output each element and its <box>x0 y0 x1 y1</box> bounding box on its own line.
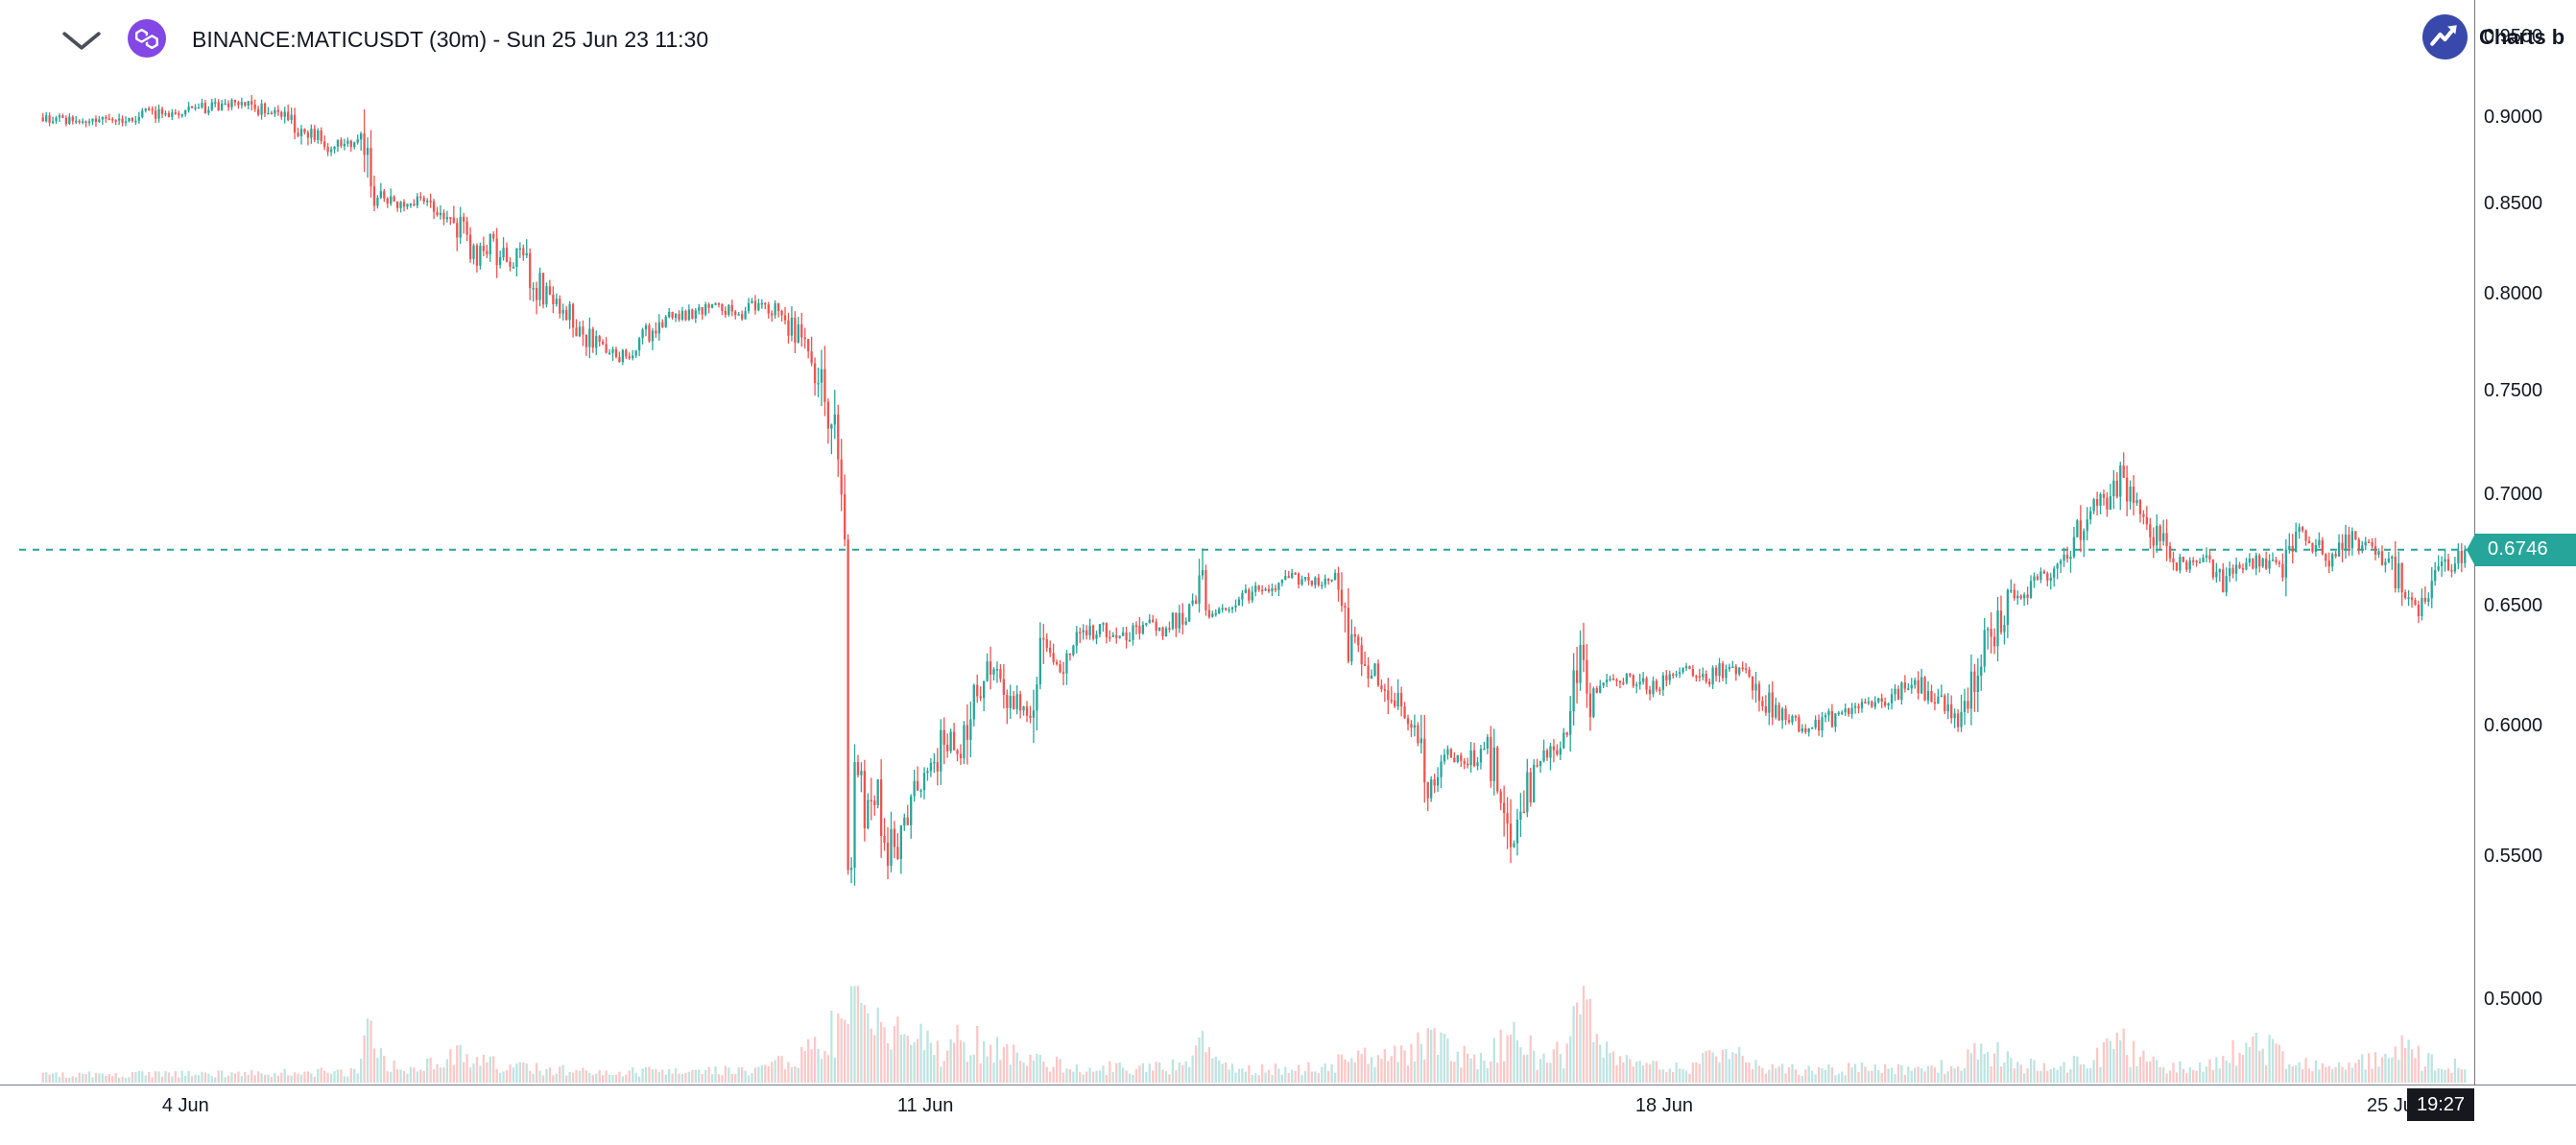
time-tick-label: 18 Jun <box>1634 1095 1693 1116</box>
last-price-value: 0.6746 <box>2488 538 2548 561</box>
polygon-matic-icon <box>128 19 166 58</box>
price-tick-label: 0.9000 <box>2484 107 2543 129</box>
chevron-down-icon[interactable] <box>61 30 102 52</box>
last-price-badge: 0.6746 <box>2475 533 2576 566</box>
price-tick-label: 0.9500 <box>2484 25 2543 47</box>
candlestick-chart[interactable] <box>0 0 2474 1085</box>
price-tick-label: 0.5000 <box>2484 988 2543 1010</box>
price-tick-label: 0.5500 <box>2484 845 2543 867</box>
price-tick-label: 0.8500 <box>2484 192 2543 214</box>
tradingview-logo-icon[interactable] <box>2422 14 2468 60</box>
down-candle-wicks <box>42 94 2463 879</box>
attribution-label: Charts b <box>2479 24 2565 49</box>
up-candle-wicks <box>45 97 2466 886</box>
price-tick-label: 0.7000 <box>2484 484 2543 506</box>
down-candle-bodies <box>41 100 2463 871</box>
polygon-logo-glyph <box>135 28 158 49</box>
up-candle-bodies <box>45 100 2467 871</box>
price-tick-label: 0.8000 <box>2484 283 2543 305</box>
price-axis[interactable]: 0.6746 0.9500 0.9000 0.8500 0.8000 0.7500 0.7… <box>2474 0 2576 1085</box>
price-tick-label: 0.7500 <box>2484 380 2543 402</box>
time-axis[interactable]: 19:27 4 Jun 11 Jun 18 Jun 25 Jun <box>0 1085 2576 1145</box>
tradingview-attribution[interactable]: Charts b <box>2422 14 2564 60</box>
time-badge: 19:27 <box>2407 1088 2474 1121</box>
price-tick-label: 0.6000 <box>2484 714 2543 736</box>
time-tick-label: 11 Jun <box>896 1095 954 1116</box>
time-tick-label: 4 Jun <box>161 1095 209 1116</box>
chart-title: BINANCE:MATICUSDT (30m) - Sun 25 Jun 23 … <box>192 27 709 52</box>
price-tick-label: 0.6500 <box>2484 594 2543 616</box>
